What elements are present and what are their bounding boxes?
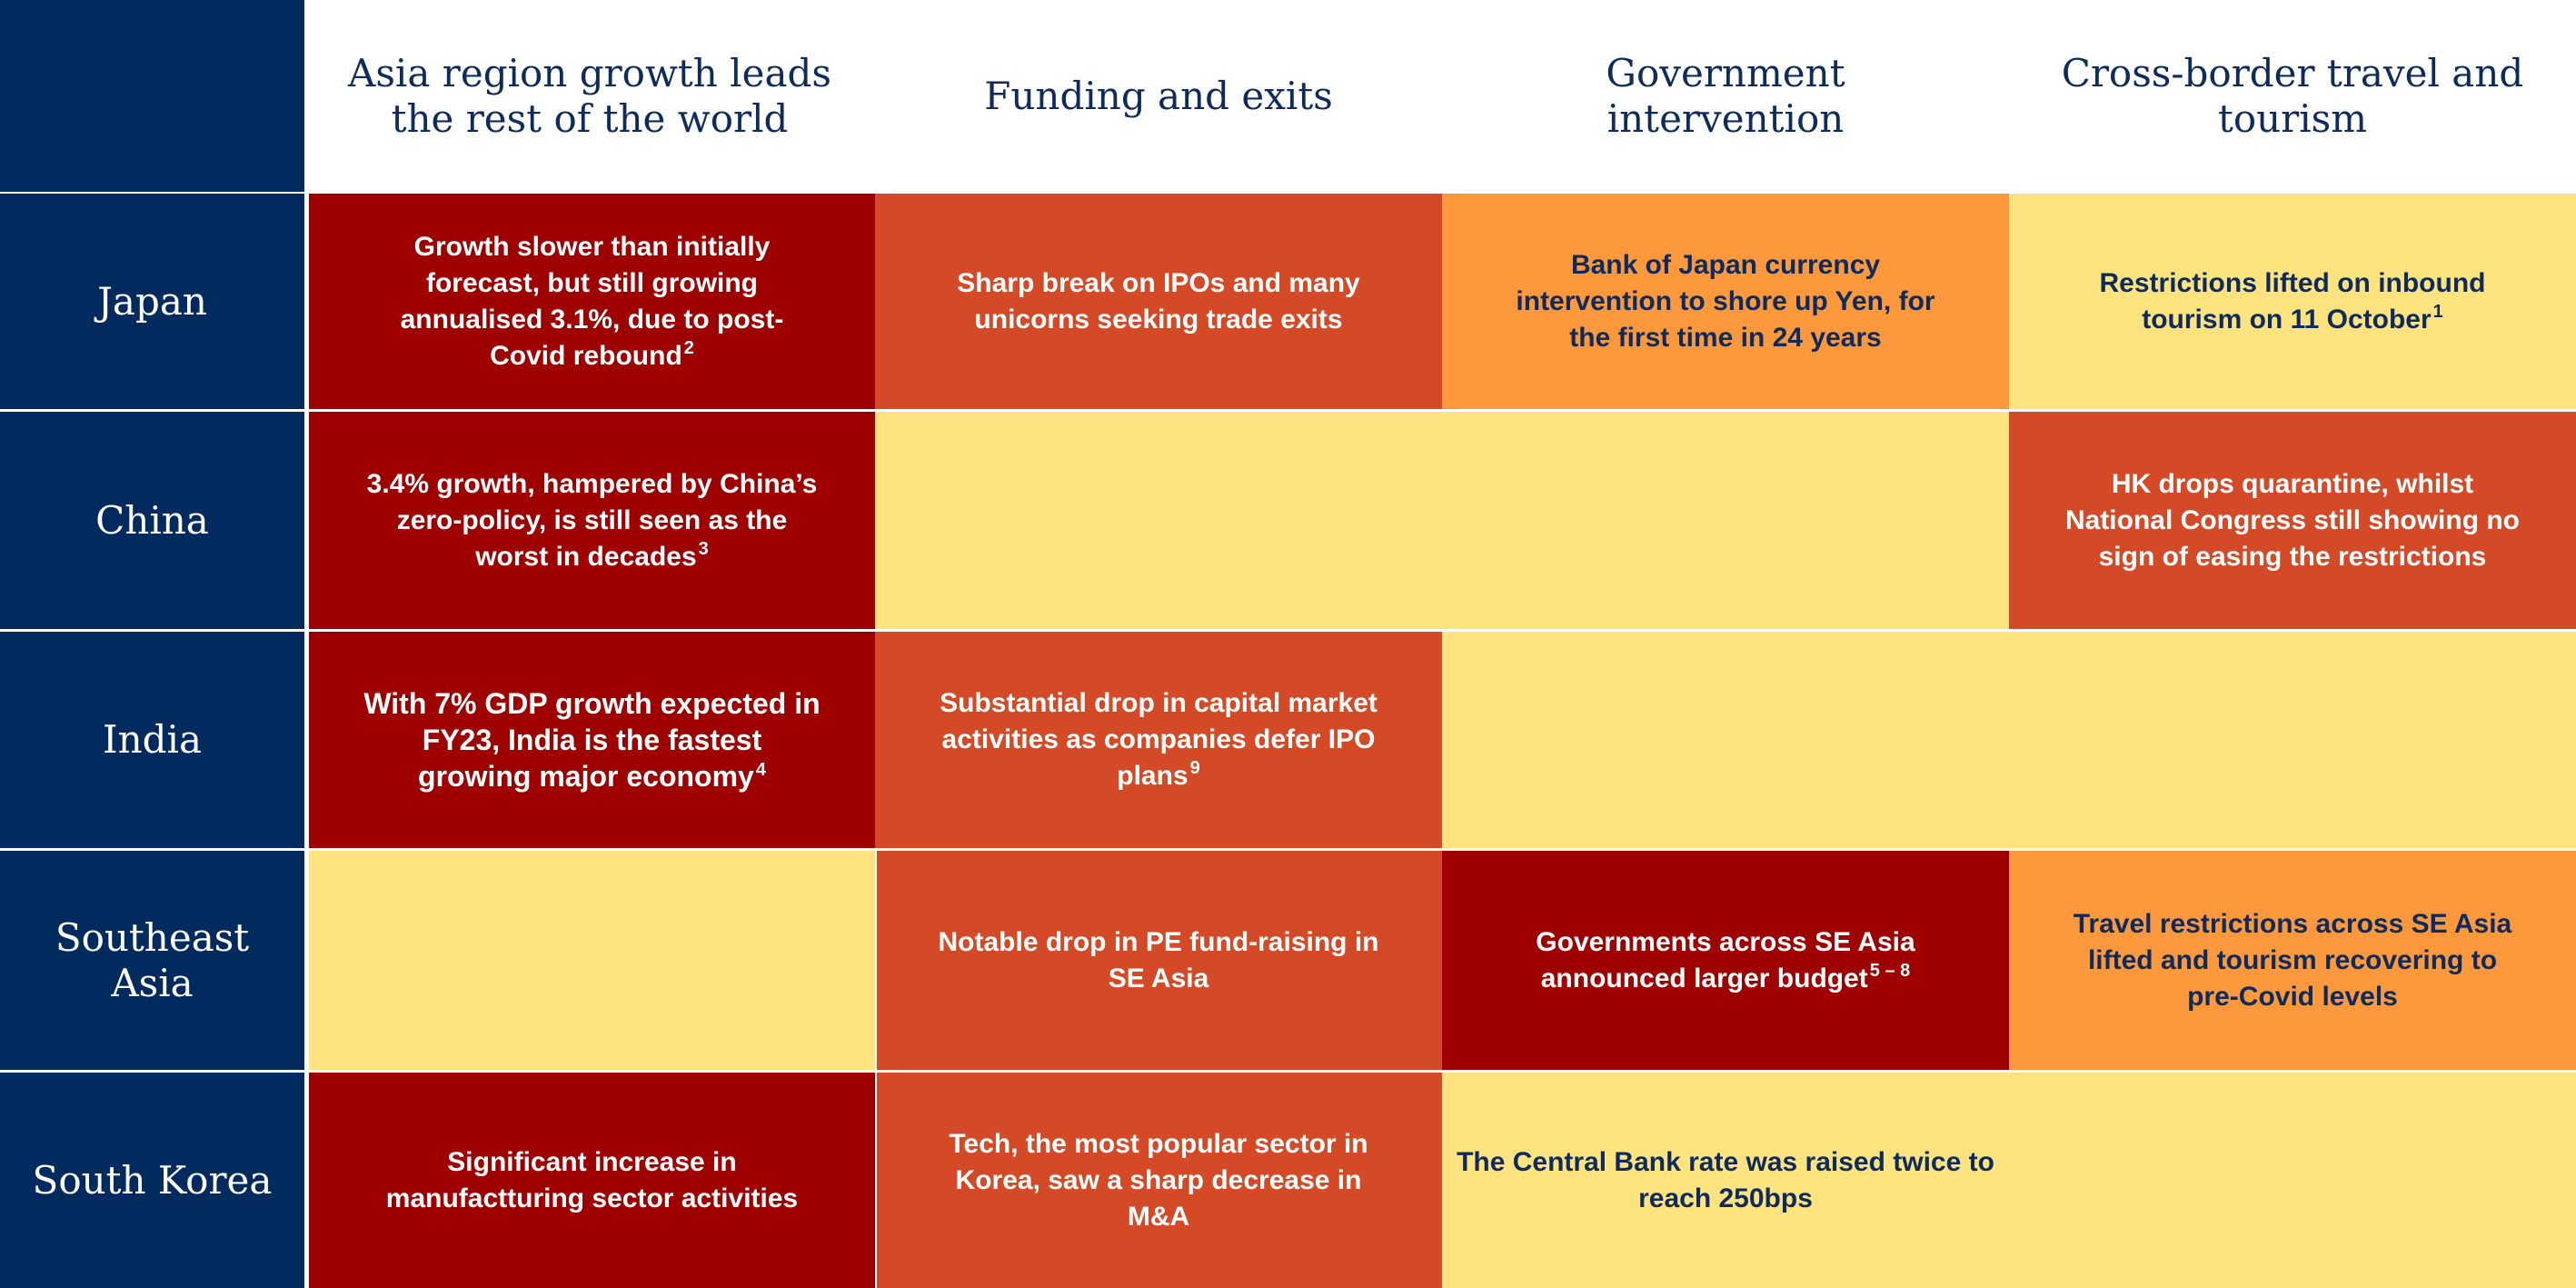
cell-india-growth: With 7% GDP growth expected in FY23, Ind…: [309, 632, 875, 848]
cell-japan-growth: Growth slower than initially forecast, b…: [309, 194, 875, 409]
footnote-marker: 2: [683, 337, 694, 358]
cell-india-funding: Substantial drop in capital market activ…: [875, 632, 1442, 848]
cell-text: Sharp break on IPOs and many unicorns se…: [957, 267, 1360, 334]
column-header-label: Cross-border travel and tourism: [2061, 50, 2524, 141]
footnote-marker: 4: [755, 760, 766, 780]
cell-text: With 7% GDP growth expected in FY23, Ind…: [363, 687, 821, 793]
footnote-marker: 9: [1189, 758, 1200, 778]
corner-cell: [0, 0, 304, 192]
row-header-label: India: [103, 717, 202, 762]
cell-text: Notable drop in PE fund-raising in SE As…: [938, 926, 1379, 993]
column-header-government: Government intervention: [1442, 0, 2009, 192]
cell-text: Governments across SE Asia announced lar…: [1536, 926, 1915, 993]
row-header-southeast-asia: Southeast Asia: [0, 851, 304, 1070]
row-header-label: South Korea: [32, 1157, 273, 1203]
cell-text: Travel restrictions across SE Asia lifte…: [2073, 908, 2512, 1012]
column-header-travel: Cross-border travel and tourism: [2009, 0, 2576, 192]
cell-korea-government-travel: The Central Bank rate was raised twice t…: [1442, 1073, 2576, 1288]
cell-japan-government: Bank of Japan currency intervention to s…: [1442, 194, 2009, 409]
column-header-funding: Funding and exits: [875, 0, 1442, 192]
cell-text: Significant increase in manufactturing s…: [385, 1146, 799, 1213]
cell-korea-growth: Significant increase in manufactturing s…: [309, 1073, 875, 1288]
cell-sea-travel: Travel restrictions across SE Asia lifte…: [2009, 851, 2576, 1070]
row-header-india: India: [0, 632, 304, 848]
column-divider: [875, 851, 877, 1288]
cell-china-funding-government: [875, 412, 2009, 629]
cell-text: 3.4% growth, hampered by China’s zero-po…: [366, 468, 818, 572]
cell-sea-funding: Notable drop in PE fund-raising in SE As…: [875, 851, 1442, 1070]
cell-sea-government: Governments across SE Asia announced lar…: [1442, 851, 2009, 1070]
cell-text: Bank of Japan currency intervention to s…: [1516, 249, 1935, 353]
cell-text: Tech, the most popular sector in Korea, …: [949, 1128, 1368, 1232]
cell-korea-funding: Tech, the most popular sector in Korea, …: [875, 1073, 1442, 1288]
cell-china-growth: 3.4% growth, hampered by China’s zero-po…: [309, 412, 875, 629]
column-header-growth: Asia region growth leads the rest of the…: [304, 0, 875, 192]
footnote-marker: 1: [2432, 301, 2443, 322]
cell-china-travel: HK drops quarantine, whilst National Con…: [2009, 412, 2576, 629]
column-header-label: Government intervention: [1606, 50, 1845, 141]
column-header-label: Asia region growth leads the rest of the…: [348, 50, 831, 141]
row-header-south-korea: South Korea: [0, 1073, 304, 1288]
row-header-label: China: [95, 497, 209, 543]
row-header-china: China: [0, 412, 304, 629]
column-header-label: Funding and exits: [984, 73, 1333, 118]
cell-japan-travel: Restrictions lifted on inbound tourism o…: [2009, 194, 2576, 409]
cell-text: HK drops quarantine, whilst National Con…: [2064, 468, 2521, 572]
row-header-label: Japan: [97, 278, 207, 324]
cell-text: Restrictions lifted on inbound tourism o…: [2099, 267, 2486, 334]
footnote-marker: 5 – 8: [1869, 960, 1911, 981]
row-header-japan: Japan: [0, 194, 304, 409]
cell-text: Substantial drop in capital market activ…: [940, 688, 1378, 791]
cell-sea-growth: [309, 851, 875, 1070]
cell-japan-funding: Sharp break on IPOs and many unicorns se…: [875, 194, 1442, 409]
footnote-marker: 3: [698, 538, 709, 559]
cell-text: The Central Bank rate was raised twice t…: [1457, 1146, 1994, 1213]
row-header-label: Southeast Asia: [55, 914, 250, 1005]
cell-india-government-travel: [1442, 632, 2576, 848]
cell-text: Growth slower than initially forecast, b…: [400, 231, 784, 371]
